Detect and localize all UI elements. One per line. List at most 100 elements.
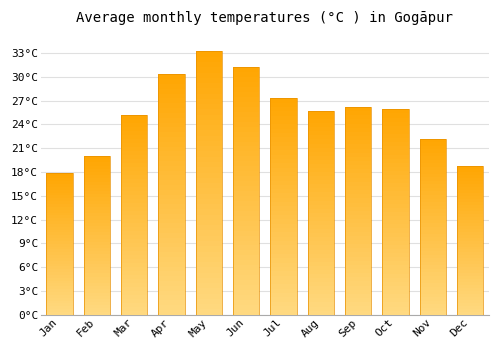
- Bar: [308, 123, 334, 127]
- Bar: [382, 257, 408, 261]
- Bar: [46, 281, 72, 284]
- Bar: [420, 177, 446, 181]
- Bar: [196, 199, 222, 204]
- Bar: [270, 267, 296, 272]
- Bar: [457, 167, 483, 315]
- Bar: [457, 303, 483, 306]
- Bar: [270, 254, 296, 258]
- Bar: [84, 223, 110, 226]
- Bar: [420, 163, 446, 167]
- Bar: [345, 153, 372, 157]
- Bar: [270, 198, 296, 202]
- Bar: [158, 142, 184, 147]
- Bar: [46, 286, 72, 289]
- Bar: [308, 225, 334, 229]
- Bar: [84, 296, 110, 299]
- Bar: [84, 178, 110, 182]
- Bar: [84, 236, 110, 239]
- Bar: [84, 172, 110, 175]
- Bar: [308, 205, 334, 209]
- Bar: [308, 290, 334, 294]
- Bar: [233, 112, 260, 117]
- Bar: [196, 299, 222, 304]
- Bar: [382, 126, 408, 130]
- Bar: [345, 298, 372, 302]
- Bar: [196, 262, 222, 267]
- Bar: [420, 255, 446, 258]
- Bar: [84, 261, 110, 264]
- Bar: [196, 220, 222, 225]
- Bar: [196, 252, 222, 257]
- Bar: [457, 279, 483, 282]
- Bar: [233, 171, 260, 176]
- Bar: [121, 295, 148, 299]
- Bar: [420, 160, 446, 163]
- Bar: [308, 144, 334, 148]
- Bar: [158, 137, 184, 142]
- Bar: [158, 127, 184, 132]
- Bar: [233, 156, 260, 161]
- Bar: [196, 183, 222, 188]
- Bar: [308, 193, 334, 196]
- Bar: [382, 146, 408, 150]
- Bar: [158, 180, 184, 185]
- Bar: [84, 159, 110, 162]
- Bar: [233, 161, 260, 166]
- Bar: [158, 209, 184, 214]
- Bar: [270, 211, 296, 215]
- Bar: [46, 196, 72, 198]
- Bar: [233, 231, 260, 236]
- Bar: [345, 111, 372, 115]
- Bar: [84, 293, 110, 296]
- Bar: [457, 276, 483, 279]
- Bar: [121, 279, 148, 283]
- Bar: [84, 251, 110, 254]
- Bar: [345, 286, 372, 290]
- Bar: [121, 203, 148, 207]
- Bar: [420, 149, 446, 153]
- Bar: [84, 191, 110, 194]
- Bar: [420, 287, 446, 290]
- Bar: [457, 205, 483, 208]
- Bar: [84, 239, 110, 242]
- Bar: [233, 77, 260, 82]
- Bar: [420, 142, 446, 146]
- Bar: [457, 229, 483, 232]
- Bar: [121, 199, 148, 203]
- Bar: [308, 241, 334, 245]
- Bar: [345, 223, 372, 228]
- Bar: [196, 120, 222, 125]
- Bar: [308, 139, 334, 144]
- Bar: [46, 221, 72, 224]
- Bar: [420, 272, 446, 276]
- Bar: [158, 286, 184, 291]
- Bar: [121, 139, 148, 143]
- Bar: [84, 166, 110, 169]
- Bar: [345, 219, 372, 223]
- Bar: [270, 289, 296, 293]
- Bar: [196, 267, 222, 273]
- Bar: [233, 136, 260, 141]
- Bar: [158, 118, 184, 122]
- Bar: [121, 307, 148, 311]
- Bar: [270, 293, 296, 298]
- Bar: [420, 212, 446, 216]
- Bar: [457, 199, 483, 202]
- Bar: [46, 298, 72, 301]
- Bar: [270, 181, 296, 185]
- Bar: [420, 276, 446, 280]
- Bar: [158, 247, 184, 252]
- Bar: [457, 196, 483, 199]
- Bar: [345, 273, 372, 277]
- Bar: [308, 229, 334, 233]
- Bar: [84, 289, 110, 293]
- Bar: [121, 115, 148, 119]
- Bar: [382, 155, 408, 159]
- Bar: [121, 119, 148, 123]
- Bar: [420, 153, 446, 156]
- Bar: [382, 191, 408, 196]
- Bar: [308, 266, 334, 270]
- Bar: [46, 238, 72, 241]
- Bar: [84, 245, 110, 248]
- Bar: [345, 294, 372, 298]
